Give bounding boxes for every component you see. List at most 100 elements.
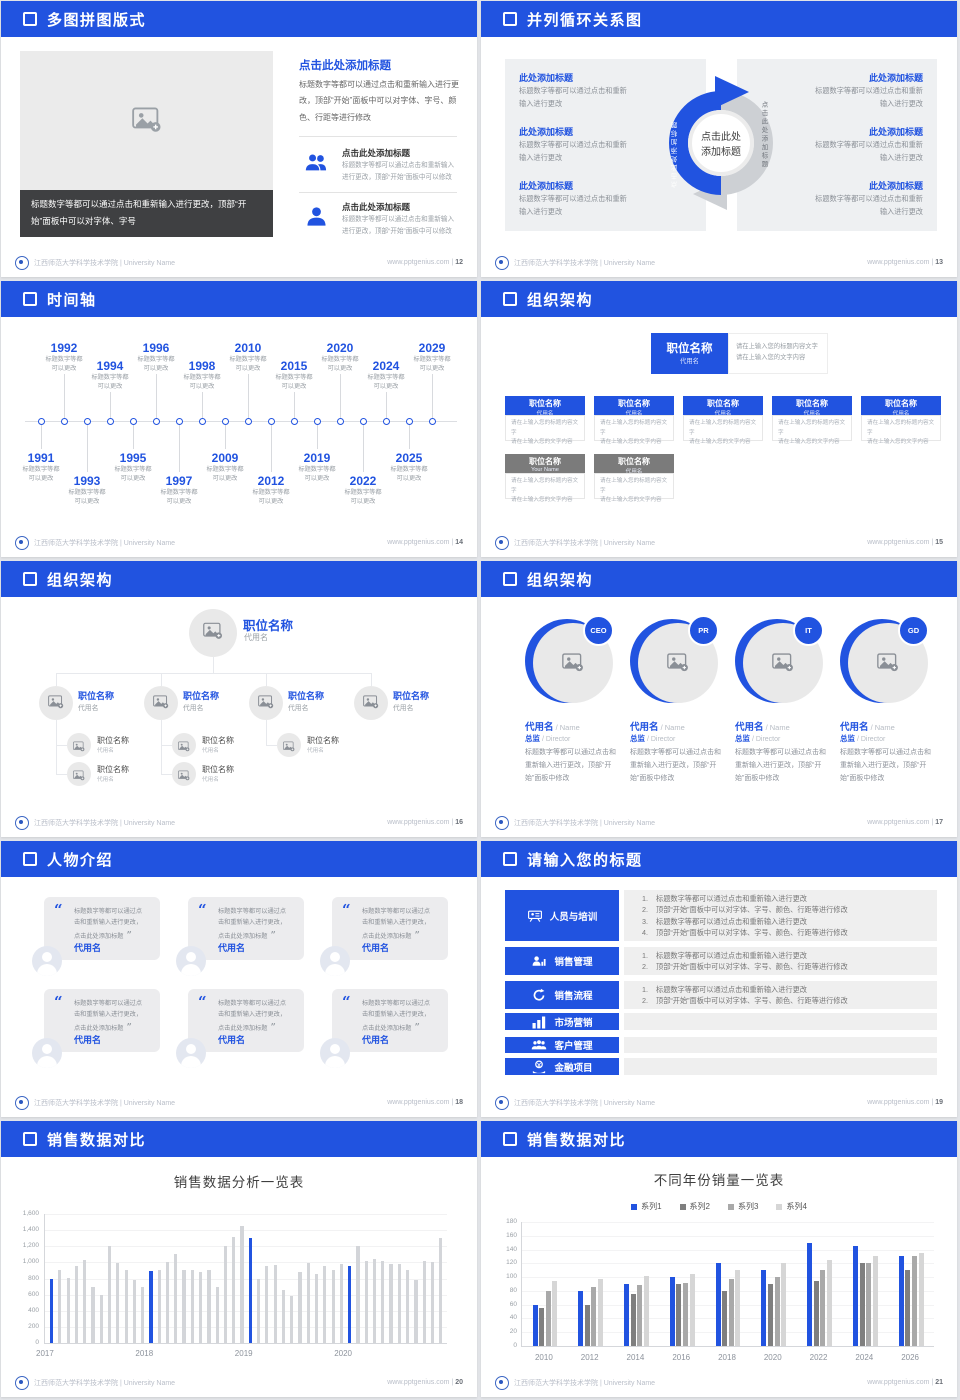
item-text: 标题数字等都可以通过点击和重新输入进行更改，顶部“开始”面板中可以修改 (342, 216, 455, 235)
timeline-note-2: 可以更改 (143, 364, 169, 372)
timeline-year: 2009 (211, 451, 239, 465)
tree-line (161, 673, 162, 686)
org-box-header: 职位名称 Your Name (505, 454, 585, 473)
category-button[interactable]: 市场营销 (505, 1013, 619, 1030)
role-badge: CEO (583, 615, 614, 646)
gridline (522, 1277, 934, 1279)
timeline-note-2: 可以更改 (373, 382, 399, 390)
slide-20-sales-chart[interactable]: 销售数据分析一览表 1,600 1,400 1,200 1,000 800 600 400 20… (1, 1121, 477, 1397)
category-detail-panel: 1. 标题数字等都可以通过点击和重新输入进行更改 2. 顶部“开始”面板中可以对字体、… (624, 981, 937, 1009)
y-tick-label: 800 (28, 1274, 39, 1282)
person-name: 代用名 (525, 722, 554, 733)
slide-body: CEO 代用名 / Name 总监 / Director 标题数字等都可以通过点击和重… (481, 561, 957, 837)
timeline-item: 2012 标题数字等都 可以更改 (241, 474, 301, 507)
bar (149, 1271, 153, 1343)
category-label: 金融项目 (554, 1062, 593, 1074)
category-button[interactable]: 销售流程 (505, 981, 619, 1009)
content-body: 标题数字等都可以通过点击和重新输入进行更改，顶部“开始”面板中可以对字体、字号、… (299, 80, 459, 122)
avatar-icon (32, 946, 62, 976)
slide-18-people-intro[interactable]: “标题数字等都可以通过点击和重新输入进行更改，点击此处添加标题 ” 代用名 “标题数… (1, 841, 477, 1117)
timeline-item: 1994 标题数字等都 可以更改 (80, 359, 140, 392)
quote-text: 标题数字等都可以通过点击和重新输入进行更改，点击此处添加标题 ” (74, 908, 143, 942)
slide-16-org-chart-photos[interactable]: 职位名称 代用名 职位名称 代用名 职位名称 代用名 职位名称 代用名 职位名称 代用名 职位名称代… (1, 561, 477, 837)
timeline-connector (179, 425, 180, 472)
bar (58, 1270, 62, 1343)
line-text: 标题数字等都可以通过点击和重新输入进行更改 (656, 893, 807, 903)
person-name-line: 代用名 / Name (735, 719, 830, 733)
category-button[interactable]: 人员与培训 (505, 890, 619, 941)
detail-line: 2. 顶部“开始”面板中可以对字体、字号、颜色、行距等进行修改 (642, 961, 937, 973)
x-tick-label: 2012 (580, 1353, 599, 1362)
timeline-point (336, 418, 344, 425)
slide-12-multi-image-layout[interactable]: 标题数字等都可以通过点击和重新输入进行更改，顶部“开始”面板中可以对字体、字号 点… (1, 1, 477, 277)
category-button[interactable]: 销售管理 (505, 947, 619, 975)
person-name: 代用名 (735, 722, 764, 733)
timeline-year: 2025 (395, 451, 423, 465)
line-number: 4. (642, 928, 648, 937)
org-box-line2: 请在上输入您的文字内容 (689, 439, 751, 445)
timeline-note-1: 标题数字等都 (68, 489, 106, 496)
slide-title-bar: 请输入您的标题 (481, 841, 957, 877)
bar (422, 1260, 426, 1343)
circle-photo (848, 623, 928, 703)
y-tick-label: 0 (513, 1342, 517, 1349)
tree-line (56, 720, 57, 774)
timeline-note-2: 可以更改 (396, 474, 422, 482)
person-name-line: 代用名 / Name (525, 719, 620, 733)
category-button[interactable]: 客户管理 (505, 1037, 619, 1053)
slide-footer: 江西师范大学科学技术学院 | University Name www.pptgen… (15, 535, 463, 550)
slide-15-org-chart-boxes[interactable]: 职位名称 代用名 请在上输入您的标题内容文字 请在上输入您的文字内容 职位名称 代用名 请在… (481, 281, 957, 557)
bar (182, 1270, 186, 1343)
org-box-title: 职位名称 (529, 399, 561, 408)
timeline-note-1: 标题数字等都 (344, 489, 382, 496)
page-number: 15 (935, 539, 943, 546)
slide-21-grouped-bar-chart[interactable]: 不同年份销量一览表 系列1 系列2 系列3 系列4 180 160 140 120 100 80 60… (481, 1121, 957, 1397)
square-icon (23, 1132, 37, 1146)
bar (630, 1294, 636, 1346)
chart-legend: 系列1 系列2 系列3 系列4 (481, 1201, 957, 1212)
timeline-point (175, 418, 183, 425)
logo-icon (15, 535, 29, 550)
footer-site: www.pptgenius.com | 15 (867, 539, 943, 546)
person-name: 代用名 (218, 1035, 246, 1045)
page-number: 21 (935, 1379, 943, 1386)
footer-org: 江西师范大学科学技术学院 | University Name (514, 819, 656, 827)
slide-17-org-chart-circles[interactable]: CEO 代用名 / Name 总监 / Director 标题数字等都可以通过点击和重… (481, 561, 957, 837)
slide-19-title-list[interactable]: 人员与培训 1. 标题数字等都可以通过点击和重新输入进行更改 2. 顶部“开始”面板中可… (481, 841, 957, 1117)
timeline-item: 2010 标题数字等都 可以更改 (218, 341, 278, 374)
image-placeholder-icon (283, 739, 295, 752)
page-number: 17 (935, 819, 943, 826)
timeline-year: 2022 (349, 474, 377, 488)
chart-icon (531, 1015, 547, 1029)
x-tick-label: 2020 (763, 1353, 782, 1362)
bar (852, 1246, 858, 1346)
gridline (522, 1249, 934, 1251)
bar (683, 1282, 689, 1346)
quote-open-icon: “ (342, 993, 351, 1011)
category-button[interactable]: 金融项目 (505, 1058, 619, 1075)
image-placeholder-icon (48, 695, 64, 709)
training-icon (527, 909, 543, 923)
bar (257, 1278, 261, 1343)
detail-line: 1. 标题数字等都可以通过点击和重新输入进行更改 (642, 984, 937, 996)
slide-title: 组织架构 (527, 571, 594, 589)
org-root-sub: 代用名 (680, 358, 699, 365)
gridline (522, 1290, 934, 1292)
bar (348, 1266, 352, 1343)
slide-body: 职位名称 代用名 请在上输入您的标题内容文字 请在上输入您的文字内容 职位名称 代用名 请在… (481, 281, 957, 557)
org-photo-circle (277, 733, 301, 757)
quote-close-icon: ” (411, 931, 420, 942)
slide-14-timeline[interactable]: 1991 标题数字等都 可以更改 1992 标题数字等都 可以更改 1993 标题数字等都 可以… (1, 281, 477, 557)
tree-line (266, 720, 267, 745)
page-number: 18 (455, 1099, 463, 1106)
slide-13-cycle-diagram[interactable]: 此处添加标题 标题数字等都可以通过点击和重新输入进行更改 此处添加标题 标题数字等都可… (481, 1, 957, 277)
cycle-center-line2: 添加标题 (701, 147, 741, 158)
org-photo-circle (172, 733, 196, 757)
image-placeholder-icon (73, 768, 85, 781)
bar (728, 1279, 734, 1346)
legend-item: 系列3 (728, 1201, 758, 1212)
bar (157, 1270, 161, 1343)
y-tick-label: 160 (506, 1231, 517, 1239)
slide-footer: 江西师范大学科学技术学院 | University Name www.pptgen… (495, 1095, 943, 1110)
timeline-note-2: 可以更改 (350, 497, 376, 505)
